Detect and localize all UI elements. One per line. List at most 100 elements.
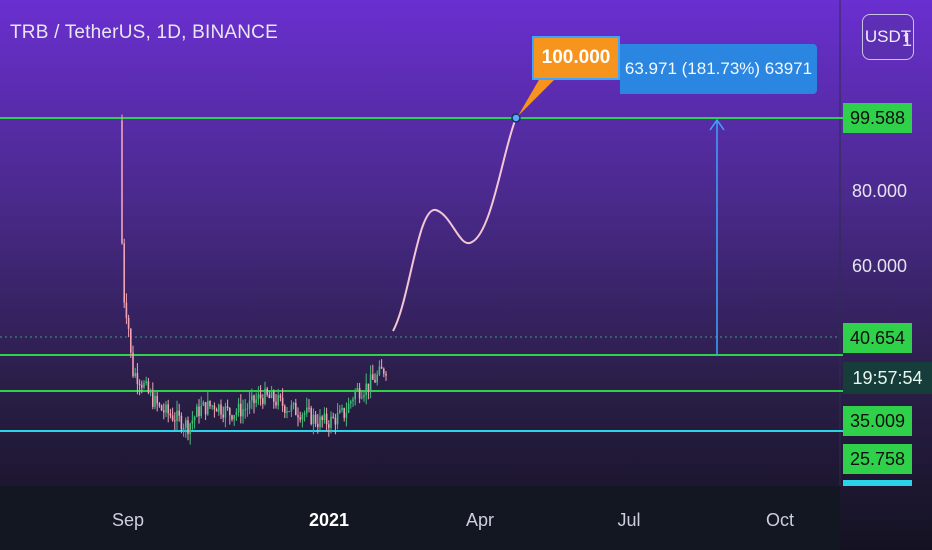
callout-pointer xyxy=(518,78,556,116)
candle-body-112 xyxy=(367,383,370,391)
y-label-60: 60.000 xyxy=(852,256,908,276)
candle-body-107 xyxy=(356,388,359,391)
candle-body-10 xyxy=(143,382,145,388)
x-label-sep: Sep xyxy=(111,510,145,530)
candle-body-76 xyxy=(288,411,290,413)
candle-body-46 xyxy=(222,414,224,418)
x-label-oct: Oct xyxy=(765,510,795,530)
candle-body-17 xyxy=(158,403,161,406)
candle-body-41 xyxy=(211,405,213,407)
candle-body-32 xyxy=(191,420,194,424)
candles-group xyxy=(121,114,387,445)
candle-body-117 xyxy=(378,366,381,375)
candle-body-71 xyxy=(277,395,279,406)
price-tag-25: 25.758 xyxy=(843,444,912,474)
candle-body-8 xyxy=(138,383,141,386)
candle-body-110 xyxy=(363,394,365,398)
candle-body-13 xyxy=(149,392,152,394)
candle-body-105 xyxy=(352,399,354,402)
candle-body-20 xyxy=(165,404,167,413)
candle-body-69 xyxy=(273,391,275,402)
candle-body-30 xyxy=(187,420,189,435)
candle-body-99 xyxy=(339,409,341,413)
candle-body-39 xyxy=(207,400,209,415)
candle-body-96 xyxy=(332,416,334,418)
candle-body-79 xyxy=(295,403,297,416)
projection-curve[interactable] xyxy=(392,117,517,332)
candle-body-42 xyxy=(213,405,216,410)
candle-body-104 xyxy=(350,401,352,404)
candle-body-54 xyxy=(240,403,242,417)
candle-body-1 xyxy=(123,243,125,303)
candle-body-118 xyxy=(380,366,383,369)
measure-arrow-head xyxy=(709,118,725,131)
time-axis-background xyxy=(0,486,840,550)
candle-body-29 xyxy=(185,420,187,428)
candle-body-84 xyxy=(306,407,308,414)
candle-body-101 xyxy=(343,408,345,418)
candle-body-114 xyxy=(372,374,374,380)
candle-body-90 xyxy=(319,416,321,428)
candle-body-68 xyxy=(270,391,273,399)
candle-body-5 xyxy=(132,352,134,377)
target-price-callout[interactable]: 100.000 xyxy=(532,36,620,80)
candle-body-72 xyxy=(279,395,282,398)
candle-body-0 xyxy=(121,120,123,244)
candle-countdown: 19:57:54 xyxy=(843,362,932,394)
candle-body-89 xyxy=(317,423,319,428)
candle-body-60 xyxy=(253,395,255,404)
candle-body-37 xyxy=(202,402,205,406)
candle-body-78 xyxy=(292,403,295,406)
candle-body-26 xyxy=(178,410,180,416)
candle-body-58 xyxy=(248,400,251,409)
candle-body-44 xyxy=(218,404,220,412)
symbol-title: TRB / TetherUS, 1D, BINANCE xyxy=(10,22,278,43)
candle-body-87 xyxy=(312,414,315,425)
candle-body-35 xyxy=(198,406,200,417)
x-label-apr: Apr xyxy=(465,510,495,530)
candle-body-36 xyxy=(200,405,202,417)
currency-button[interactable]: USDT xyxy=(862,14,914,60)
candle-body-31 xyxy=(189,423,191,435)
candle-body-81 xyxy=(299,417,301,420)
candle-body-23 xyxy=(171,415,174,421)
candle-body-16 xyxy=(156,395,158,404)
candle-body-21 xyxy=(167,404,169,414)
candle-body-50 xyxy=(231,415,233,420)
candle-body-91 xyxy=(321,416,323,421)
candle-body-63 xyxy=(259,394,262,399)
candle-body-43 xyxy=(215,409,218,412)
candle-body-25 xyxy=(176,410,178,422)
candle-body-103 xyxy=(347,403,350,413)
candle-body-14 xyxy=(152,392,154,407)
candle-body-93 xyxy=(325,413,328,425)
candle-body-115 xyxy=(374,379,376,383)
candle-body-22 xyxy=(169,413,172,416)
candle-body-92 xyxy=(323,413,326,421)
candle-body-53 xyxy=(237,403,240,413)
candle-body-59 xyxy=(251,395,253,401)
candle-body-62 xyxy=(257,394,260,400)
candle-body-70 xyxy=(275,401,277,406)
candle-body-27 xyxy=(180,415,183,430)
price-tag-35-text: 35.009 xyxy=(849,410,906,431)
candle-body-15 xyxy=(154,395,156,407)
candle-body-49 xyxy=(229,407,231,416)
candle-body-61 xyxy=(255,399,257,404)
candle-body-75 xyxy=(286,411,288,413)
candle-body-102 xyxy=(345,412,348,418)
price-tag-35: 35.009 xyxy=(843,406,912,436)
candle-body-19 xyxy=(163,410,165,413)
candle-body-95 xyxy=(330,416,332,428)
candle-body-74 xyxy=(284,405,286,413)
candle-body-24 xyxy=(174,420,176,422)
candle-body-51 xyxy=(233,415,235,420)
candle-body-28 xyxy=(182,427,185,430)
candle-body-77 xyxy=(290,405,293,412)
candle-body-88 xyxy=(314,414,317,424)
price-tag-25-text: 25.758 xyxy=(849,448,906,469)
candle-body-108 xyxy=(358,388,361,399)
measure-callout[interactable]: 63.971 (181.73%) 63971 xyxy=(620,44,817,94)
